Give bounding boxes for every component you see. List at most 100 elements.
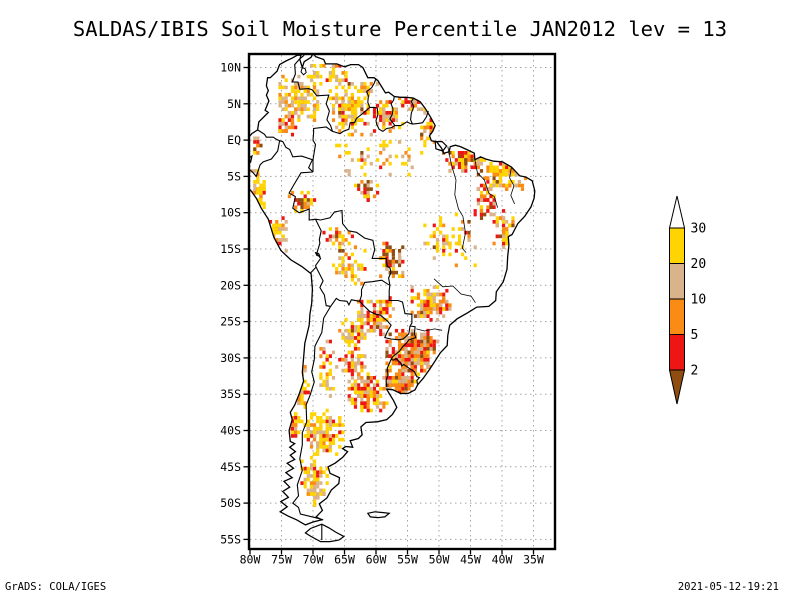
data-cell (287, 194, 291, 199)
data-cell (391, 118, 395, 122)
data-cell (350, 100, 354, 104)
data-cell (505, 230, 509, 235)
data-cell (316, 100, 320, 104)
data-cell (404, 96, 408, 101)
data-cell (350, 107, 354, 112)
data-cell (520, 187, 525, 191)
lat-tick-label: 30S (220, 351, 241, 365)
data-cell (341, 423, 345, 427)
data-cell (416, 314, 421, 318)
data-cell (388, 245, 392, 250)
data-cell (394, 357, 399, 362)
data-cell (331, 107, 336, 112)
data-cell (347, 379, 351, 384)
data-cell (420, 347, 424, 351)
data-cell (363, 390, 367, 395)
data-cell (290, 416, 295, 420)
data-cell (350, 354, 354, 358)
data-cell (363, 314, 367, 318)
data-cell (502, 161, 506, 166)
country-border (314, 218, 322, 268)
data-cell (281, 118, 285, 122)
data-cell (429, 125, 433, 130)
data-cell (360, 394, 364, 398)
data-cell (313, 459, 317, 464)
data-cell (388, 154, 392, 159)
data-cell (281, 107, 285, 112)
data-cell (338, 328, 342, 333)
data-cell (376, 390, 380, 395)
data-cell (407, 107, 411, 112)
data-cell (309, 416, 314, 420)
data-cell (281, 96, 285, 101)
data-cell (344, 107, 348, 112)
data-cell (341, 111, 345, 115)
data-cell (483, 212, 487, 217)
data-cell (502, 209, 506, 213)
data-cell (382, 299, 386, 304)
data-cell (347, 361, 351, 366)
data-cell (360, 303, 364, 308)
data-cell (328, 354, 332, 358)
data-cell (278, 100, 282, 104)
data-cell (388, 114, 392, 119)
data-cell (410, 343, 414, 348)
data-cell (344, 318, 348, 322)
data-cell (331, 96, 336, 101)
data-cell (391, 111, 395, 115)
data-cell (442, 296, 446, 300)
data-cell (445, 307, 449, 311)
data-cell (357, 100, 361, 104)
data-cell (363, 249, 367, 253)
data-cell (290, 132, 295, 137)
lat-tick-label: 5S (227, 169, 241, 183)
data-cell (379, 274, 383, 279)
data-cell (341, 321, 345, 326)
data-cell (350, 350, 354, 355)
data-cell (432, 307, 436, 311)
data-cell (300, 92, 304, 97)
data-cell (353, 183, 358, 188)
data-cell (391, 263, 395, 268)
data-cell (303, 107, 307, 112)
data-cell (278, 223, 282, 228)
data-cell (426, 328, 430, 333)
data-cell (284, 103, 288, 108)
data-cell (524, 176, 528, 181)
data-cell (495, 183, 499, 188)
data-cell (347, 365, 351, 369)
data-cell (514, 158, 518, 162)
data-cell (401, 100, 405, 104)
data-cell (398, 252, 402, 257)
lon-tick-label: 45W (460, 553, 481, 567)
state-border (433, 278, 476, 303)
data-cell (319, 63, 323, 68)
data-cell (432, 230, 436, 235)
data-cell (467, 158, 471, 162)
data-cell (439, 230, 443, 235)
data-cell (344, 368, 348, 373)
data-cell (407, 383, 411, 387)
data-cell (407, 100, 411, 104)
data-cell (300, 205, 304, 210)
data-cell (347, 151, 351, 155)
data-cell (413, 92, 417, 97)
data-cell (344, 238, 348, 242)
data-cell (357, 336, 361, 340)
data-cell (338, 63, 342, 68)
data-cell (398, 96, 402, 101)
data-cell (360, 405, 364, 409)
data-cell (341, 256, 345, 260)
data-cell (335, 434, 339, 438)
data-cell (388, 343, 392, 348)
data-cell (420, 357, 424, 362)
data-cell (401, 332, 405, 337)
data-cell (467, 234, 471, 239)
data-cell (331, 441, 336, 446)
data-cell (360, 368, 364, 373)
data-cell (508, 169, 512, 173)
data-cell (394, 336, 399, 340)
data-cell (391, 114, 395, 119)
data-cell (303, 100, 307, 104)
data-cell (357, 354, 361, 358)
